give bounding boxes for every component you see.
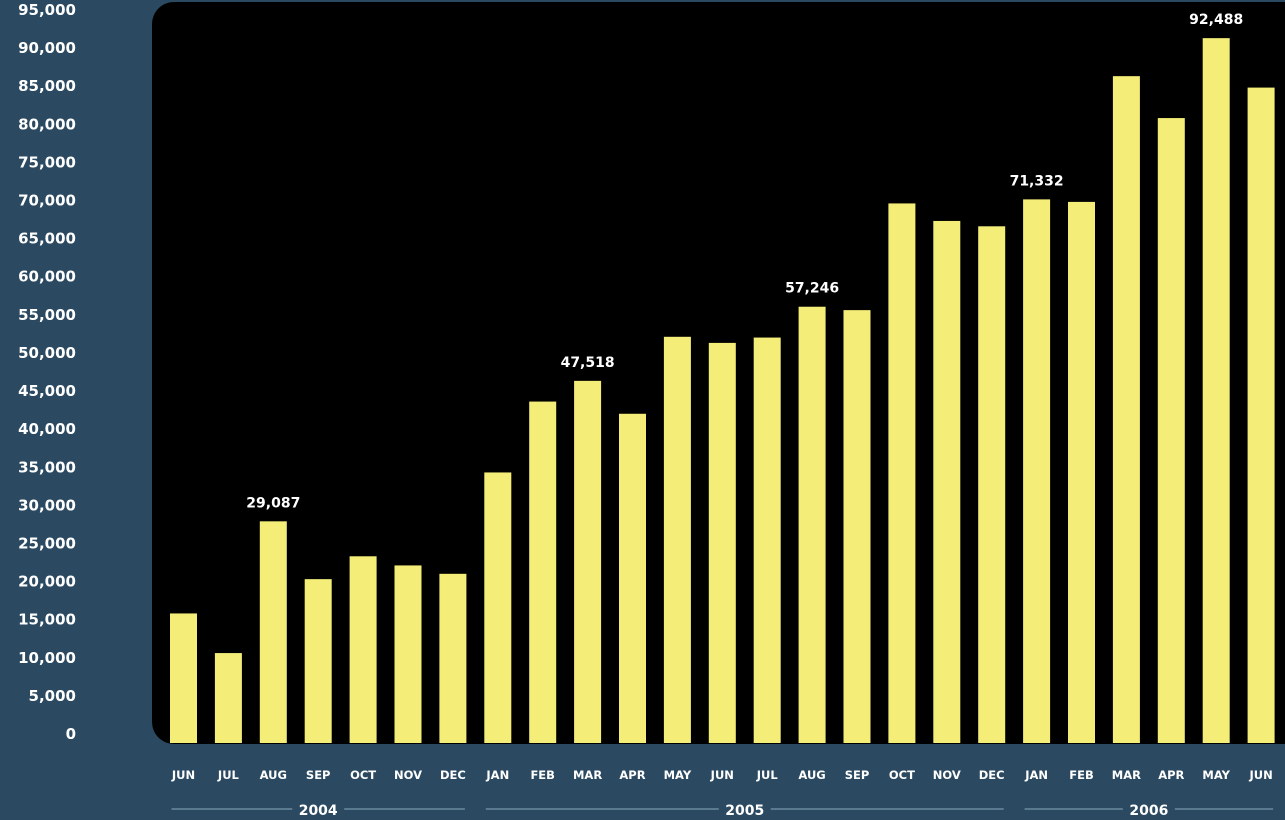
x-tick-label: OCT	[889, 768, 915, 782]
y-tick-label: 5,000	[29, 687, 76, 705]
x-tick-label: MAY	[664, 768, 692, 782]
bar	[529, 401, 557, 743]
x-tick-label: FEB	[530, 768, 554, 782]
y-tick-label: 10,000	[18, 649, 76, 667]
y-tick-label: 75,000	[18, 153, 76, 171]
y-tick-label: 20,000	[18, 573, 76, 591]
x-tick-label: JUL	[756, 768, 779, 782]
y-tick-label: 70,000	[18, 192, 76, 210]
x-tick-label: MAR	[573, 768, 602, 782]
x-tick-label: JAN	[485, 768, 509, 782]
year-label: 2006	[1129, 803, 1168, 819]
x-tick-label: DEC	[440, 768, 466, 782]
x-tick-label: NOV	[933, 768, 961, 782]
bar	[798, 306, 826, 743]
bars	[170, 38, 1275, 744]
x-tick-label: OCT	[350, 768, 376, 782]
bar	[214, 653, 242, 743]
data-label: 29,087	[246, 495, 300, 511]
x-tick-label: DEC	[979, 768, 1005, 782]
bar	[1112, 76, 1140, 743]
y-tick-label: 65,000	[18, 230, 76, 248]
y-tick-label: 90,000	[18, 39, 76, 57]
x-tick-label: MAY	[1202, 768, 1230, 782]
x-tick-label: FEB	[1069, 768, 1093, 782]
bar	[304, 579, 332, 743]
year-label: 2004	[299, 803, 338, 819]
bar	[1157, 118, 1185, 744]
x-tick-label: JUN	[171, 768, 195, 782]
x-tick-label: JUL	[217, 768, 240, 782]
year-axis: 2004 2005 2006	[171, 803, 1274, 819]
data-label: 47,518	[561, 355, 615, 371]
x-tick-label: JAN	[1024, 768, 1048, 782]
bar	[843, 310, 871, 743]
bar	[888, 203, 916, 744]
y-axis: 0 5,000 10,000 15,000 20,000 25,000 30,000 35,0…	[18, 1, 76, 743]
bar	[439, 573, 467, 743]
data-label: 71,332	[1010, 173, 1064, 189]
x-tick-label: JUN	[710, 768, 734, 782]
bar	[933, 220, 961, 744]
y-tick-label: 85,000	[18, 77, 76, 95]
y-tick-label: 60,000	[18, 268, 76, 286]
bar	[394, 565, 422, 743]
x-tick-label: AUG	[260, 768, 287, 782]
x-tick-label: APR	[1158, 768, 1184, 782]
x-tick-label: AUG	[798, 768, 825, 782]
bar	[349, 556, 377, 743]
bar	[1247, 87, 1275, 743]
bar	[1023, 199, 1051, 744]
y-tick-label: 40,000	[18, 420, 76, 438]
data-labels: 29,087 47,518 57,246 71,332 92,488	[246, 12, 1243, 511]
bar	[619, 413, 646, 743]
y-tick-label: 95,000	[18, 1, 76, 19]
year-label: 2005	[725, 803, 764, 819]
bar	[978, 226, 1006, 744]
y-tick-label: 35,000	[18, 458, 76, 476]
bar	[753, 337, 781, 743]
bar	[170, 613, 197, 743]
bar	[708, 342, 736, 743]
bar	[1068, 201, 1095, 743]
x-axis: JUN JUL AUG SEP OCT NOV DEC JAN FEB MAR APR MAY JUN J…	[171, 768, 1273, 782]
x-tick-label: JUN	[1248, 768, 1272, 782]
data-label: 57,246	[785, 281, 839, 297]
y-tick-label: 50,000	[18, 344, 76, 362]
y-tick-label: 0	[66, 725, 76, 743]
bar	[259, 521, 287, 743]
y-tick-label: 45,000	[18, 382, 76, 400]
y-tick-label: 30,000	[18, 496, 76, 514]
y-tick-label: 15,000	[18, 611, 76, 629]
x-tick-label: SEP	[845, 768, 870, 782]
x-tick-label: SEP	[306, 768, 331, 782]
bar	[484, 472, 512, 743]
bar	[663, 336, 691, 743]
x-tick-label: APR	[619, 768, 645, 782]
y-tick-label: 25,000	[18, 534, 76, 552]
data-label: 92,488	[1189, 12, 1243, 28]
bar	[574, 380, 602, 743]
y-tick-label: 80,000	[18, 115, 76, 133]
x-tick-label: MAR	[1112, 768, 1141, 782]
y-tick-label: 55,000	[18, 306, 76, 324]
x-tick-label: NOV	[394, 768, 422, 782]
bar	[1202, 38, 1230, 743]
